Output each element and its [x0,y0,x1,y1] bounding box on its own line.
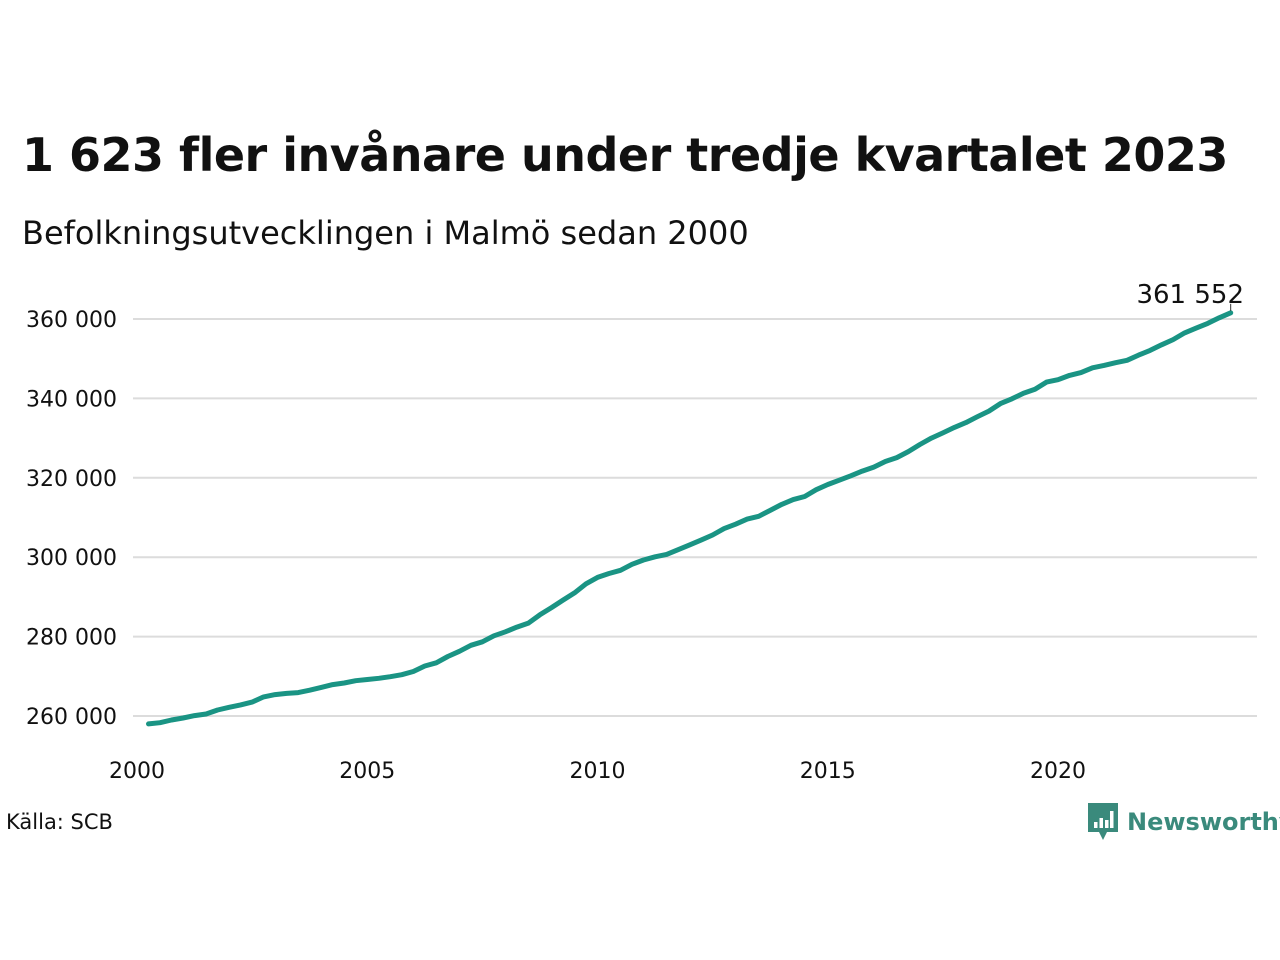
y-axis-labels: 260 000 280 000 300 000 320 000 340 000 360 0… [26,308,117,730]
y-grid-lines [133,318,1257,717]
logo-bar-1 [1094,822,1098,828]
y-tick-label: 360 000 [26,308,117,333]
brand-name: Newsworthy [1127,808,1280,836]
logo-bar-2 [1099,818,1103,828]
page-title: 1 623 fler invånare under tredje kvartal… [22,128,1228,182]
page-subtitle: Befolkningsutvecklingen i Malmö sedan 20… [22,214,749,252]
logo-bar-3 [1105,820,1109,828]
y-tick-label: 300 000 [26,546,117,571]
x-tick-label: 2010 [570,759,626,784]
y-tick-label: 340 000 [26,387,117,412]
brand[interactable]: Newsworthy [1088,803,1280,841]
y-tick-label: 280 000 [26,626,117,651]
y-tick-label: 260 000 [26,705,117,730]
annotation-layer: 361 552 [1136,280,1244,311]
x-tick-label: 2005 [339,759,395,784]
logo-bar-4 [1110,811,1114,828]
x-tick-label: 2020 [1030,759,1086,784]
source-note: Källa: SCB [6,810,113,834]
x-axis-labels: 2000 2005 2010 2015 2020 [109,759,1086,784]
newsworthy-logo-icon [1088,803,1118,840]
x-tick-label: 2000 [109,759,165,784]
x-tick-label: 2015 [800,759,856,784]
end-value-label: 361 552 [1136,280,1244,310]
series-layer [146,310,1234,727]
y-tick-label: 320 000 [26,467,117,492]
series-line [146,310,1234,727]
